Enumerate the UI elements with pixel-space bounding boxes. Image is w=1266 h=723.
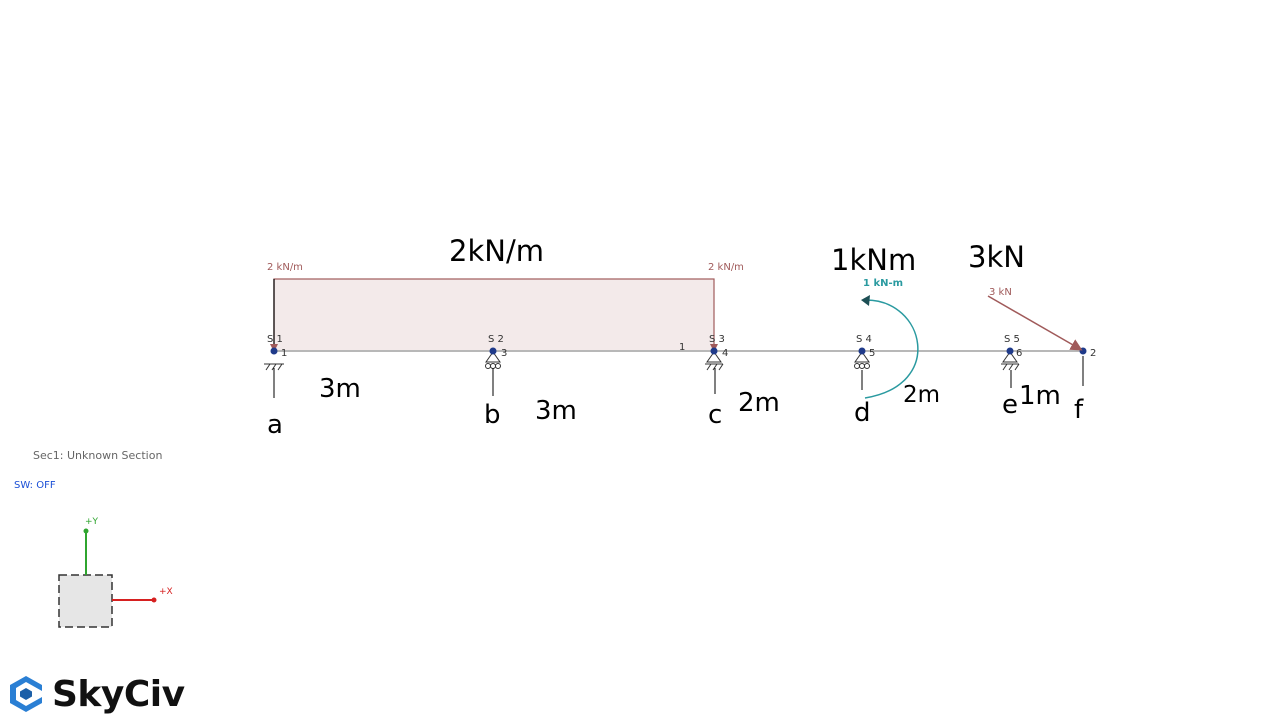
support-label-s2: S 2 — [488, 334, 504, 345]
point-e-label: e — [1002, 390, 1018, 420]
support-label-s3: S 3 — [709, 334, 725, 345]
node-3[interactable] — [489, 347, 497, 355]
point-load-value: 3 kN — [989, 287, 1012, 298]
brand-name: SkyCiv — [52, 673, 185, 715]
point-c-label: c — [708, 400, 723, 430]
node-label-3: 3 — [501, 348, 508, 359]
udl-right-value: 2 kN/m — [708, 262, 744, 273]
support-roller-icon — [485, 351, 501, 369]
span-cd-label: 2m — [738, 388, 780, 418]
node-label-5: 5 — [869, 348, 876, 359]
node-2[interactable] — [1079, 347, 1087, 355]
support-fixed-icon — [264, 363, 284, 371]
self-weight-toggle[interactable]: SW: OFF — [14, 480, 56, 491]
support-label-s5: S 5 — [1004, 334, 1020, 345]
node-label-2: 2 — [1090, 348, 1097, 359]
moment-annotation: 1kNm — [831, 243, 917, 277]
support-label-s4: S 4 — [856, 334, 872, 345]
point-d-label: d — [854, 398, 871, 428]
span-ef-label: 1m — [1019, 381, 1061, 411]
span-de-label: 2m — [903, 382, 941, 408]
member-id-label: 1 — [679, 342, 686, 353]
axis-y-label: +Y — [85, 517, 99, 527]
support-pin-icon — [705, 351, 724, 371]
moment-arc — [864, 299, 919, 399]
support-roller-icon — [854, 351, 870, 369]
point-a-label: a — [267, 410, 283, 440]
section-label: Sec1: Unknown Section — [33, 449, 163, 462]
node-4[interactable] — [710, 347, 718, 355]
node-5[interactable] — [858, 347, 866, 355]
skyciv-logo-icon — [10, 676, 42, 712]
point-f-label: f — [1074, 395, 1084, 425]
point-load-arrow — [987, 295, 1083, 351]
moment-value: 1 kN-m — [863, 278, 904, 289]
node-6[interactable] — [1006, 347, 1014, 355]
node-label-6: 6 — [1016, 348, 1023, 359]
moment-arrowhead — [861, 295, 870, 306]
span-ab-label: 3m — [319, 374, 361, 404]
udl-left-value: 2 kN/m — [267, 262, 303, 273]
node-1[interactable] — [270, 347, 278, 355]
span-bc-label: 3m — [535, 396, 577, 426]
udl-annotation: 2kN/m — [449, 234, 544, 268]
point-load-annotation: 3kN — [968, 240, 1025, 274]
node-label-1: 1 — [281, 348, 288, 359]
point-b-label: b — [484, 400, 501, 430]
node-label-4: 4 — [722, 348, 729, 359]
section-preview-icon — [58, 574, 113, 628]
axis-x-label: +X — [159, 587, 173, 597]
support-pin-icon — [1001, 351, 1020, 371]
axis-x-dot — [151, 597, 157, 603]
support-label-s1: S 1 — [267, 334, 283, 345]
skyciv-logo: SkyCiv — [8, 672, 185, 716]
axis-y-dot — [83, 528, 89, 534]
udl-load-region — [273, 278, 715, 352]
